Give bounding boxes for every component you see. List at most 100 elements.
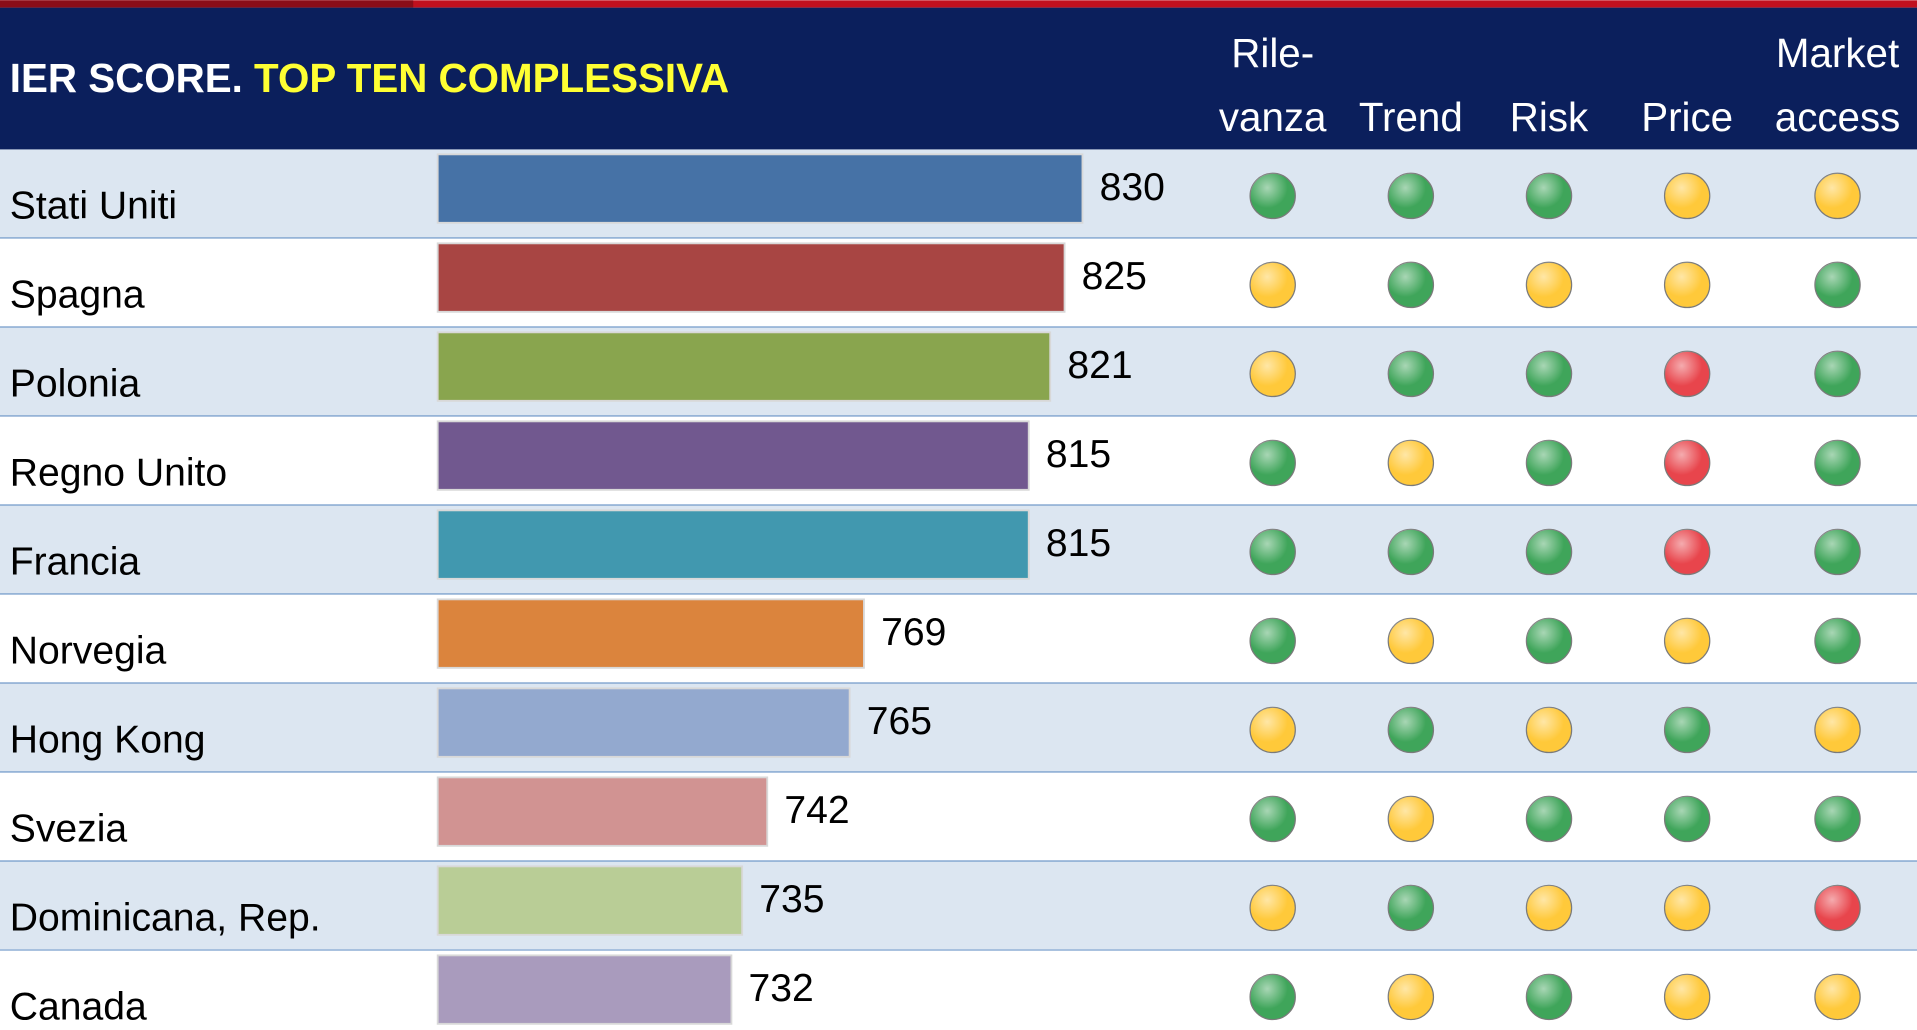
- status-dot-shine: [1664, 351, 1710, 397]
- status-dot-shine: [1814, 796, 1861, 842]
- status-dot-shine: [1814, 173, 1861, 219]
- status-dot-shine: [1814, 440, 1861, 486]
- row-background: [0, 772, 1917, 862]
- status-dot-shine: [1526, 440, 1572, 486]
- status-dot-shine: [1664, 707, 1710, 753]
- bar: [436, 776, 769, 847]
- country-label: Spagna: [10, 273, 145, 316]
- status-dot-shine: [1526, 796, 1572, 842]
- bar: [436, 598, 865, 669]
- value-label: 815: [1046, 522, 1111, 565]
- status-dot-shine: [1250, 440, 1296, 486]
- column-header: Market: [1776, 30, 1899, 76]
- country-label: Svezia: [10, 807, 128, 850]
- subtitle: TOP TEN COMPLESSIVA: [254, 55, 729, 101]
- status-dot-shine: [1526, 885, 1572, 931]
- status-dot-shine: [1388, 262, 1434, 308]
- status-dot-shine: [1250, 885, 1296, 931]
- row-background: [0, 950, 1917, 1030]
- bar: [436, 331, 1052, 402]
- top-strip: [0, 0, 1917, 8]
- column-header: Trend: [1359, 94, 1463, 140]
- row-background: [0, 594, 1917, 684]
- bar: [436, 420, 1030, 491]
- value-label: 732: [749, 967, 814, 1010]
- row-background: [0, 861, 1917, 951]
- status-dot-shine: [1664, 885, 1710, 931]
- value-label: 769: [881, 611, 946, 654]
- country-label: Norvegia: [10, 629, 167, 672]
- status-dot-shine: [1814, 618, 1861, 664]
- country-label: Canada: [10, 985, 147, 1028]
- status-dot-shine: [1388, 351, 1434, 397]
- value-label: 830: [1100, 166, 1165, 209]
- country-label: Stati Uniti: [10, 184, 177, 227]
- column-header: access: [1775, 94, 1901, 140]
- value-label: 821: [1067, 344, 1132, 387]
- status-dot-shine: [1250, 262, 1296, 308]
- status-dot-shine: [1526, 618, 1572, 664]
- status-dot-shine: [1664, 796, 1710, 842]
- status-dot-shine: [1664, 262, 1710, 308]
- status-dot-shine: [1250, 618, 1296, 664]
- status-dot-shine: [1526, 351, 1572, 397]
- bar: [436, 687, 851, 758]
- status-dot-shine: [1814, 262, 1861, 308]
- bar: [436, 242, 1066, 313]
- status-dot-shine: [1388, 885, 1434, 931]
- status-dot-shine: [1814, 707, 1861, 753]
- status-dot-shine: [1526, 974, 1572, 1020]
- status-dot-shine: [1814, 974, 1861, 1020]
- status-dot-shine: [1250, 974, 1296, 1020]
- value-label: 815: [1046, 433, 1111, 476]
- column-header: Price: [1641, 94, 1733, 140]
- status-dot-shine: [1526, 173, 1572, 219]
- status-dot-shine: [1664, 974, 1710, 1020]
- status-dot-shine: [1388, 707, 1434, 753]
- bar: [436, 153, 1084, 224]
- chart-title: IER SCORE. TOP TEN COMPLESSIVA: [10, 55, 729, 101]
- country-label: Regno Unito: [10, 451, 227, 494]
- status-dot-shine: [1388, 529, 1434, 575]
- status-dot-shine: [1388, 440, 1434, 486]
- status-dot-shine: [1388, 974, 1434, 1020]
- status-dot-shine: [1388, 618, 1434, 664]
- status-dot-shine: [1664, 529, 1710, 575]
- column-header: Risk: [1510, 94, 1589, 140]
- value-label: 765: [867, 700, 932, 743]
- value-label: 825: [1082, 255, 1147, 298]
- country-label: Hong Kong: [10, 718, 206, 761]
- bar: [436, 865, 744, 936]
- country-label: Francia: [10, 540, 141, 583]
- status-dot-shine: [1526, 707, 1572, 753]
- header: [0, 7, 1917, 150]
- column-header: vanza: [1219, 94, 1327, 140]
- column-header: Rile-: [1231, 30, 1314, 76]
- status-dot-shine: [1388, 173, 1434, 219]
- status-dot-shine: [1250, 529, 1296, 575]
- row-background: [0, 683, 1917, 773]
- status-dot-shine: [1526, 262, 1572, 308]
- top-strip-left: [0, 0, 414, 8]
- status-dot-shine: [1664, 173, 1710, 219]
- status-dot-shine: [1250, 796, 1296, 842]
- status-dot-shine: [1814, 885, 1861, 931]
- bar: [436, 509, 1030, 580]
- value-label: 742: [784, 789, 849, 832]
- value-label: 735: [759, 878, 824, 921]
- status-dot-shine: [1814, 529, 1861, 575]
- status-dot-shine: [1388, 796, 1434, 842]
- country-label: Polonia: [10, 362, 141, 405]
- status-dot-shine: [1664, 440, 1710, 486]
- country-label: Dominicana, Rep.: [10, 896, 321, 939]
- status-dot-shine: [1250, 351, 1296, 397]
- status-dot-shine: [1250, 707, 1296, 753]
- bar: [436, 954, 733, 1025]
- status-dot-shine: [1814, 351, 1861, 397]
- status-dot-shine: [1250, 173, 1296, 219]
- status-dot-shine: [1664, 618, 1710, 664]
- title: IER SCORE.: [10, 55, 243, 101]
- status-dot-shine: [1526, 529, 1572, 575]
